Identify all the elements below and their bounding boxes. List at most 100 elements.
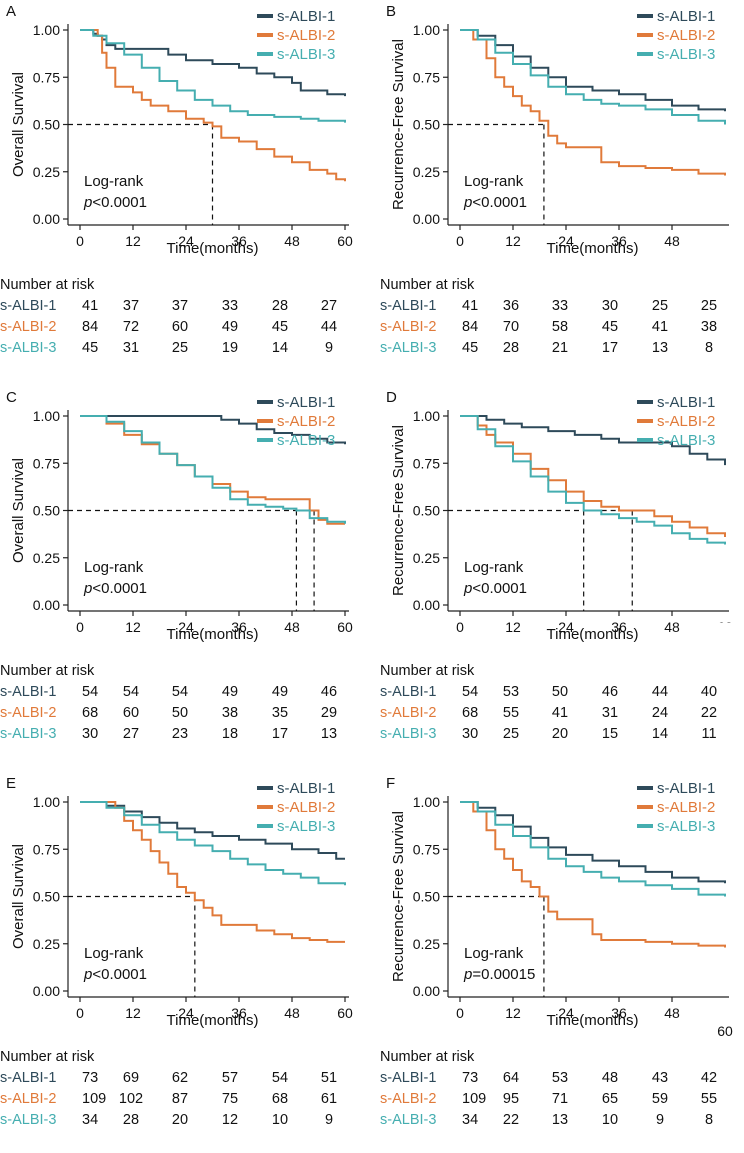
risk-count: 38 (701, 319, 717, 335)
risk-count: 59 (652, 1091, 668, 1107)
p-value-number: <0.0001 (472, 194, 527, 211)
risk-count: 34 (462, 1112, 478, 1128)
p-symbol: p (463, 966, 472, 983)
x-tick-label: 48 (284, 233, 300, 249)
x-tick-label: 12 (125, 233, 141, 249)
risk-count: 45 (272, 319, 288, 335)
risk-count: 10 (602, 1112, 618, 1128)
risk-row-label: s-ALBI-2 (380, 705, 436, 721)
risk-count: 9 (325, 1112, 333, 1128)
legend-label: s-ALBI-3 (277, 46, 335, 63)
y-tick-label: 1.00 (413, 794, 440, 810)
x-tick-label: 48 (664, 619, 680, 635)
p-value: p=0.00015 (463, 966, 535, 983)
p-value: p<0.0001 (463, 194, 527, 211)
km-curve-s-albi-2 (80, 801, 345, 943)
y-tick-label: 1.00 (33, 408, 60, 424)
risk-count: 37 (123, 298, 139, 314)
km-curve-s-albi-1 (460, 415, 726, 466)
risk-count: 55 (503, 705, 519, 721)
x-tick-label: 0 (456, 233, 464, 249)
x-tick-label: 60 (337, 1005, 353, 1021)
risk-count: 33 (222, 298, 238, 314)
risk-row-label: s-ALBI-3 (380, 1112, 436, 1128)
risk-count: 73 (82, 1070, 98, 1086)
x-tick-label: 0 (456, 1005, 464, 1021)
panel-c: C 0.00 0.25 0.50 0.75 1.00 0 12 24 36 48 60 Time(mon… (0, 389, 353, 742)
risk-table-title: Number at risk (0, 663, 95, 679)
risk-row-label: s-ALBI-3 (380, 726, 436, 742)
legend-label: s-ALBI-1 (277, 394, 335, 411)
risk-count: 28 (272, 298, 288, 314)
x-tick-label: 12 (505, 233, 521, 249)
risk-count: 17 (272, 726, 288, 742)
risk-count: 10 (272, 1112, 288, 1128)
risk-count: 55 (701, 1091, 717, 1107)
p-symbol: p (463, 580, 472, 597)
risk-count: 54 (272, 1070, 288, 1086)
legend-label: s-ALBI-1 (657, 8, 715, 25)
x-tick-label: 48 (664, 1005, 680, 1021)
risk-count: 30 (462, 726, 478, 742)
risk-count: 8 (705, 340, 713, 356)
risk-row-label: s-ALBI-3 (0, 726, 56, 742)
y-tick-label: 0.75 (33, 455, 60, 471)
x-tick-label: 36 (611, 619, 627, 635)
legend-label: s-ALBI-2 (277, 27, 335, 44)
logrank-label: Log-rank (464, 559, 524, 576)
km-curve-s-albi-3 (80, 29, 346, 123)
x-tick-label: 36 (231, 1005, 247, 1021)
y-tick-label: 0.75 (33, 69, 60, 85)
risk-count: 69 (123, 1070, 139, 1086)
x-tick-label: 48 (284, 619, 300, 635)
risk-count: 53 (552, 1070, 568, 1086)
y-axis-title: Overall Survival (10, 844, 27, 949)
y-tick-label: 0.75 (413, 455, 440, 471)
p-value-number: <0.0001 (92, 580, 147, 597)
logrank-label: Log-rank (84, 173, 144, 190)
risk-count: 30 (82, 726, 98, 742)
y-tick-label: 1.00 (33, 794, 60, 810)
risk-count: 14 (272, 340, 288, 356)
panel-label: B (386, 3, 396, 20)
x-tick-label: 36 (611, 233, 627, 249)
p-value-number: <0.0001 (92, 966, 147, 983)
y-axis-title: Overall Survival (10, 72, 27, 177)
risk-count: 72 (123, 319, 139, 335)
risk-count: 49 (272, 684, 288, 700)
y-tick-label: 0.25 (33, 550, 60, 566)
x-tick-label: 60 (337, 619, 353, 635)
risk-count: 84 (82, 319, 98, 335)
p-value: p<0.0001 (463, 580, 527, 597)
y-axis-title: Recurrence-Free Survival (390, 39, 407, 210)
y-tick-label: 0.50 (33, 117, 60, 133)
logrank-label: Log-rank (464, 945, 524, 962)
x-tick-label: 0 (76, 233, 84, 249)
risk-count: 9 (656, 1112, 664, 1128)
risk-row-label: s-ALBI-2 (0, 1091, 56, 1107)
risk-count: 48 (602, 1070, 618, 1086)
risk-count: 36 (503, 298, 519, 314)
risk-count: 25 (172, 340, 188, 356)
risk-count: 95 (503, 1091, 519, 1107)
risk-count: 43 (652, 1070, 668, 1086)
risk-count: 64 (503, 1070, 519, 1086)
risk-table-title: Number at risk (0, 277, 95, 293)
legend-label: s-ALBI-3 (277, 432, 335, 449)
y-tick-label: 1.00 (33, 22, 60, 38)
y-tick-label: 0.50 (413, 117, 440, 133)
risk-count: 44 (321, 319, 337, 335)
risk-count: 49 (222, 319, 238, 335)
risk-count: 19 (222, 340, 238, 356)
risk-count: 15 (602, 726, 618, 742)
risk-count: 44 (652, 684, 668, 700)
risk-count: 46 (602, 684, 618, 700)
y-tick-label: 0.00 (33, 983, 60, 999)
risk-count: 45 (82, 340, 98, 356)
x-tick-label: 48 (284, 1005, 300, 1021)
risk-count: 41 (652, 319, 668, 335)
x-tick-label: 36 (231, 233, 247, 249)
km-curve-s-albi-3 (80, 415, 346, 524)
panel-b: B 0.00 0.25 0.50 0.75 1.00 0 12 24 36 48 Time(month… (380, 3, 729, 356)
legend-label: s-ALBI-2 (657, 799, 715, 816)
